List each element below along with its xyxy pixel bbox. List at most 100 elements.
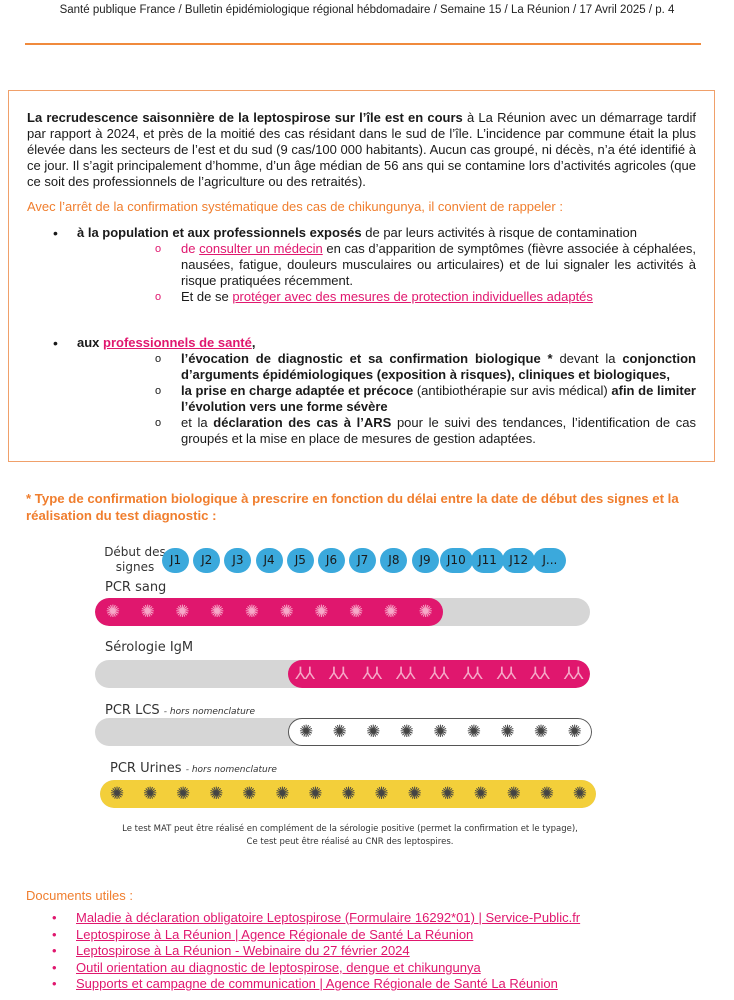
- bacteria-icon: ✺: [567, 722, 581, 742]
- day-badge: J11: [471, 548, 504, 573]
- page-header: Santé publique France / Bulletin épidémi…: [59, 4, 675, 16]
- document-link[interactable]: Maladie à déclaration obligatoire Leptos…: [76, 910, 581, 925]
- bacteria-icon: ✺: [433, 722, 447, 742]
- list-item: o et la déclaration des cas à l’ARS pour …: [155, 415, 697, 446]
- bacteria-icon: ✺: [244, 602, 259, 622]
- list-item: o Et de se protéger avec des mesures de p…: [155, 289, 593, 304]
- bacteria-icon: ✺: [210, 602, 224, 622]
- bacteria-icon: ✺: [275, 784, 289, 804]
- test-window-fill: ✺ ✺ ✺ ✺ ✺ ✺ ✺ ✺ ✺ ✺ ✺ ✺ ✺ ✺ ✺: [100, 780, 596, 808]
- test-window-bar: ✺ ✺ ✺ ✺ ✺ ✺ ✺ ✺ ✺ ✺ ✺ ✺ ✺ ✺ ✺: [100, 780, 596, 808]
- bacteria-icon: ✺: [332, 722, 347, 742]
- day-badge: J10: [439, 548, 473, 573]
- test-window-bar: ⅄⅄ ⅄⅄ ⅄⅄ ⅄⅄ ⅄⅄ ⅄⅄ ⅄⅄ ⅄⅄ ⅄⅄: [95, 660, 590, 688]
- bacteria-icon: ✺: [109, 784, 124, 804]
- bacteria-icon: ✺: [399, 722, 414, 742]
- bacteria-icon: ✺: [298, 722, 313, 742]
- bacteria-icon: ✺: [500, 722, 514, 742]
- test-window-bar: ✺ ✺ ✺ ✺ ✺ ✺ ✺ ✺ ✺ ✺: [95, 598, 590, 626]
- consult-doctor-link[interactable]: consulter un médecin: [199, 241, 323, 256]
- antibody-icon: ⅄⅄: [328, 664, 349, 684]
- bacteria-icon: ✺: [209, 784, 223, 804]
- antibody-icon: ⅄⅄: [463, 664, 483, 684]
- bacteria-icon: ✺: [374, 784, 388, 804]
- list-item: o de consulter un médecin en cas d’appari…: [155, 241, 697, 288]
- list-item: o l’évocation de diagnostic et sa confirm…: [155, 351, 696, 382]
- bacteria-icon: ✺: [175, 602, 189, 622]
- antibody-icon: ⅄⅄: [563, 664, 584, 684]
- day-badge: J2: [193, 548, 221, 573]
- bacteria-icon: ✺: [314, 602, 328, 622]
- caption-line-1: Le test MAT peut être réalisé en complém…: [122, 824, 578, 834]
- bacteria-icon: ✺: [506, 784, 521, 804]
- document-item: Leptospirose à La Réunion | Agence Régio…: [52, 927, 580, 944]
- day-badge: J9: [411, 548, 439, 573]
- test-window-bar: ✺ ✺ ✺ ✺ ✺ ✺ ✺ ✺ ✺: [95, 718, 592, 746]
- document-item: Maladie à déclaration obligatoire Leptos…: [52, 910, 580, 927]
- antibody-icon: ⅄⅄: [496, 664, 517, 684]
- bacteria-icon: ✺: [105, 602, 120, 622]
- caption-line-2: Ce test peut être réalisé au CNR des lep…: [246, 837, 454, 847]
- day-badge: J5: [286, 548, 314, 573]
- day-badge: J12: [502, 548, 536, 573]
- bacteria-icon: ✺: [418, 602, 433, 622]
- protection-link[interactable]: protéger avec des mesures de protection …: [232, 289, 593, 304]
- test-timeline-infographic: Début des signes Le test MAT peut être r…: [0, 540, 734, 860]
- document-link[interactable]: Leptospirose à La Réunion - Webinaire du…: [76, 943, 410, 959]
- document-item: Supports et campagne de communication | …: [52, 976, 580, 993]
- bacteria-icon: ✺: [473, 784, 488, 804]
- test-label: Sérologie IgM: [105, 640, 194, 655]
- list-item: aux professionnels de santé, ol’évocatio…: [27, 335, 696, 447]
- bacteria-icon: ✺: [440, 784, 455, 804]
- bacteria-icon: ✺: [279, 602, 294, 622]
- document-item: Outil orientation au diagnostic de lepto…: [52, 960, 580, 977]
- test-window-fill: ✺ ✺ ✺ ✺ ✺ ✺ ✺ ✺ ✺: [287, 718, 592, 746]
- summary-box: La recrudescence saisonnière de la lepto…: [8, 90, 715, 462]
- infographic-title: * Type de confirmation biologique à pres…: [26, 491, 679, 523]
- health-professionals-link[interactable]: professionnels de santé: [103, 335, 252, 350]
- list-item: à la population et aux professionnels ex…: [27, 225, 696, 305]
- bacteria-icon: ✺: [349, 602, 363, 622]
- bacteria-icon: ✺: [140, 602, 155, 622]
- day-badge: J4: [255, 548, 283, 573]
- recommendation-list: à la population et aux professionnels ex…: [27, 225, 696, 447]
- documents-list: Maladie à déclaration obligatoire Leptos…: [52, 910, 580, 993]
- antibody-icon: ⅄⅄: [362, 664, 382, 684]
- document-item: Leptospirose à La Réunion - Webinaire du…: [52, 943, 580, 960]
- antibody-icon: ⅄⅄: [530, 664, 550, 684]
- test-label: PCR Urines - hors nomenclature: [110, 761, 277, 776]
- documents-title: Documents utiles :: [26, 888, 133, 903]
- test-label: PCR LCS - hors nomenclature: [105, 703, 256, 718]
- antibody-icon: ⅄⅄: [395, 664, 416, 684]
- intro-paragraph: La recrudescence saisonnière de la lepto…: [27, 110, 697, 189]
- bacteria-icon: ✺: [242, 784, 256, 804]
- day-badge: J8: [380, 548, 408, 573]
- document-link[interactable]: Leptospirose à La Réunion | Agence Régio…: [76, 926, 474, 942]
- bacteria-icon: ✺: [142, 784, 157, 804]
- bacteria-icon: ✺: [341, 784, 355, 804]
- bacteria-icon: ✺: [572, 784, 587, 804]
- bacteria-icon: ✺: [176, 784, 190, 804]
- bacteria-icon: ✺: [383, 602, 398, 622]
- day-badge: J6: [318, 548, 345, 573]
- bacteria-icon: ✺: [466, 722, 481, 742]
- test-window-fill: ✺ ✺ ✺ ✺ ✺ ✺ ✺ ✺ ✺ ✺: [95, 598, 443, 626]
- day-badge: J7: [349, 548, 377, 573]
- document-link[interactable]: Outil orientation au diagnostic de lepto…: [76, 959, 481, 975]
- test-window-fill: ⅄⅄ ⅄⅄ ⅄⅄ ⅄⅄ ⅄⅄ ⅄⅄ ⅄⅄ ⅄⅄ ⅄⅄: [287, 660, 590, 688]
- day-badge: J...: [533, 548, 567, 573]
- document-link[interactable]: Supports et campagne de communication | …: [76, 976, 558, 992]
- bacteria-icon: ✺: [407, 784, 421, 804]
- bacteria-icon: ✺: [539, 784, 554, 804]
- antibody-icon: ⅄⅄: [295, 664, 315, 684]
- day-badge: J3: [224, 548, 252, 573]
- test-label: PCR sang: [105, 580, 167, 595]
- list-item: o la prise en charge adaptée et précoce (…: [155, 383, 696, 414]
- bacteria-icon: ✺: [533, 722, 548, 742]
- day-badge: J1: [162, 548, 189, 573]
- header-divider: [25, 43, 701, 45]
- reminder-text: Avec l’arrêt de la confirmation systémat…: [27, 199, 563, 214]
- bacteria-icon: ✺: [308, 784, 322, 804]
- onset-label: Début des signes: [104, 545, 166, 574]
- bacteria-icon: ✺: [366, 722, 380, 742]
